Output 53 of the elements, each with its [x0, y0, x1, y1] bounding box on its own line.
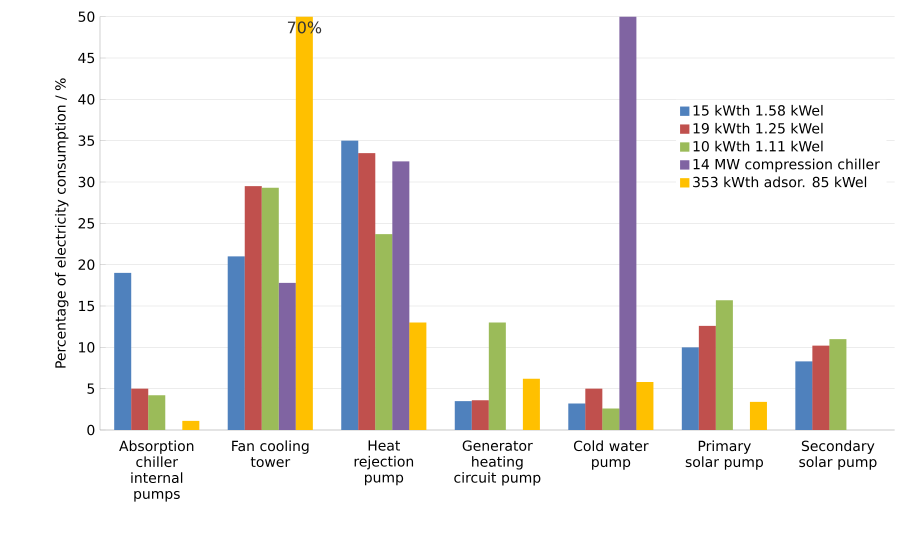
- x-tick-label: Heat rejection pump: [354, 440, 414, 486]
- bar: [278, 282, 296, 430]
- bar: [375, 234, 392, 430]
- bar: [812, 346, 830, 430]
- bar: [409, 322, 426, 430]
- bar: [829, 339, 846, 430]
- bar: [682, 347, 699, 430]
- bar: [636, 382, 654, 430]
- x-tick-label: Absorption chiller internal pumps: [119, 440, 194, 502]
- bar: [472, 400, 489, 430]
- bar: [228, 256, 245, 430]
- bar: [698, 326, 716, 430]
- bar: [454, 401, 472, 430]
- bar: [262, 188, 279, 430]
- bar: [244, 186, 262, 430]
- bar: [131, 388, 148, 430]
- y-tick-label: 45: [78, 52, 94, 64]
- bar: [585, 388, 602, 430]
- y-tick-label: 15: [79, 300, 94, 312]
- x-tick-label: Secondary solar pump: [799, 440, 877, 470]
- legend-label: 14 MW compression chiller: [694, 158, 880, 172]
- bar: [795, 361, 812, 430]
- legend-label: 19 kWth 1.25 kWel: [694, 122, 823, 134]
- y-tick-label: 0: [87, 424, 94, 436]
- bar: [602, 408, 620, 430]
- y-tick-label: 25: [78, 218, 94, 229]
- bar: [182, 420, 200, 430]
- x-tick-label: Cold water pump: [574, 440, 649, 470]
- legend-label: 353 kWth adsor. 85 kWel: [693, 176, 866, 188]
- x-tick-label: Primary solar pump: [686, 440, 763, 470]
- y-tick-label: 10: [79, 342, 94, 353]
- bar: [114, 272, 132, 430]
- y-tick-label: 50: [78, 11, 94, 22]
- legend-label: 15 kWth 1.58 kWel: [694, 104, 823, 116]
- bar: [716, 300, 733, 430]
- y-axis-title: Percentage of electricity consumption / %: [54, 78, 68, 368]
- bar: [568, 404, 586, 430]
- x-tick-label: Generator heating circuit pump: [454, 440, 540, 486]
- x-tick-label: Fan cooling tower: [232, 440, 309, 468]
- bar: [148, 395, 166, 430]
- bar: [750, 402, 767, 430]
- bar: [619, 16, 636, 430]
- bar: [522, 378, 540, 430]
- bar: [358, 153, 376, 430]
- bar: [392, 161, 410, 430]
- y-tick-label: 5: [88, 383, 94, 394]
- bar: [488, 322, 506, 430]
- y-tick-label: 30: [78, 176, 94, 188]
- y-tick-label: 20: [78, 259, 94, 270]
- bar: [341, 140, 358, 430]
- legend-label: 10 kWth 1.11 kWel: [694, 140, 823, 152]
- y-tick-label: 40: [78, 94, 94, 105]
- y-tick-label: 35: [78, 135, 94, 146]
